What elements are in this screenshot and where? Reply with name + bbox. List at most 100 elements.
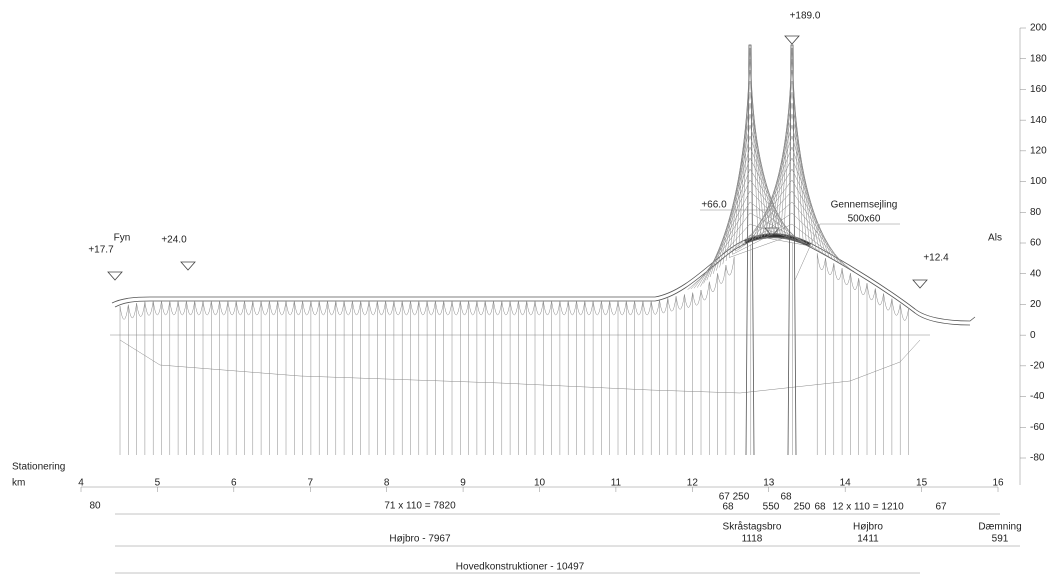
arch <box>245 301 253 315</box>
section-label: Højbro - 7967 <box>389 534 451 545</box>
arch <box>610 301 618 315</box>
arch <box>660 298 668 313</box>
span-label: 68 <box>780 492 792 503</box>
level-label: +17.7 <box>88 245 114 256</box>
arch <box>676 294 684 309</box>
arch <box>278 301 286 315</box>
arch <box>535 301 543 315</box>
arch <box>560 301 568 315</box>
tick-label: 14 <box>840 478 852 489</box>
arch <box>527 301 535 315</box>
tick-label: 140 <box>1030 115 1047 126</box>
arch <box>635 301 643 315</box>
arch <box>469 301 477 315</box>
span-label: 12 x 110 = 1210 <box>832 502 904 513</box>
cable <box>707 169 750 280</box>
section-length: 591 <box>992 534 1009 545</box>
span-label: 550 <box>763 502 780 513</box>
arch <box>510 301 518 315</box>
cable <box>739 202 792 248</box>
arch <box>618 301 626 315</box>
clearance-title: Gennemsejling <box>831 200 898 211</box>
arch <box>552 301 560 315</box>
tick-label: 5 <box>155 478 161 489</box>
span-label: 250 <box>794 502 811 513</box>
arch <box>377 301 385 315</box>
arch <box>344 301 352 315</box>
arch <box>311 301 319 315</box>
arch <box>195 301 203 315</box>
tick-label: 200 <box>1030 23 1047 34</box>
arch <box>900 304 908 321</box>
arch <box>452 301 460 315</box>
arch <box>328 301 336 315</box>
arch <box>336 301 344 315</box>
tick-label: 7 <box>307 478 313 489</box>
arch <box>601 301 609 315</box>
level-label: +24.0 <box>161 235 187 246</box>
tick-label: 0 <box>1030 330 1036 341</box>
arch <box>850 273 858 290</box>
arch <box>220 301 228 315</box>
arch <box>494 301 502 315</box>
side-label: Als <box>988 233 1002 244</box>
level-label: +12.4 <box>923 253 949 264</box>
tick-label: 80 <box>1030 207 1042 218</box>
tick-label: 100 <box>1030 176 1047 187</box>
arch <box>651 300 659 315</box>
arch <box>120 305 128 320</box>
tick-label: 9 <box>460 478 466 489</box>
clearance-size: 500x60 <box>848 214 881 225</box>
arch <box>626 301 634 315</box>
arch <box>319 301 327 315</box>
tick-label: 180 <box>1030 53 1047 64</box>
arch <box>709 273 717 291</box>
arch <box>427 301 435 315</box>
arch <box>253 301 261 315</box>
arch <box>668 296 676 311</box>
side-label: Fyn <box>114 233 131 244</box>
arch <box>518 301 526 315</box>
level-markers <box>108 36 927 288</box>
tick-label: 160 <box>1030 84 1047 95</box>
tick-label: 4 <box>78 478 84 489</box>
arch <box>477 301 485 315</box>
arch <box>178 301 186 315</box>
arch <box>577 301 585 315</box>
cable <box>688 235 750 290</box>
arch <box>294 301 302 315</box>
arch <box>236 301 244 315</box>
arch <box>859 278 867 295</box>
arch <box>684 293 692 308</box>
tick-label: -60 <box>1030 422 1045 433</box>
arch <box>386 301 394 315</box>
arch <box>137 302 145 317</box>
arch <box>444 301 452 315</box>
tick-label: 8 <box>384 478 390 489</box>
arch <box>543 301 551 315</box>
arch <box>875 288 883 305</box>
tick-label: 60 <box>1030 238 1042 249</box>
arch <box>145 301 153 315</box>
tick-label: 15 <box>916 478 928 489</box>
arch <box>361 301 369 315</box>
arch <box>842 268 850 285</box>
arch <box>460 301 468 315</box>
cable <box>762 125 792 237</box>
arch <box>435 301 443 315</box>
labels: +189.0 +66.0 +17.7 +24.0 +12.4 Gennemsej… <box>12 11 1022 573</box>
span-label: 80 <box>89 501 101 512</box>
tick-label: 11 <box>611 478 622 489</box>
section-length: 1411 <box>857 534 879 545</box>
axis-title: Stationering <box>12 462 65 473</box>
leader <box>795 224 820 280</box>
arch <box>718 265 726 283</box>
tick-label: 120 <box>1030 145 1047 156</box>
arch <box>867 283 875 300</box>
tick-label: 20 <box>1030 299 1042 310</box>
span-label: 67 <box>935 502 947 513</box>
section-label: Skråstagsbro <box>723 521 782 533</box>
arch <box>162 301 170 315</box>
tick-label: 13 <box>763 478 775 489</box>
tick-label: -20 <box>1030 360 1045 371</box>
